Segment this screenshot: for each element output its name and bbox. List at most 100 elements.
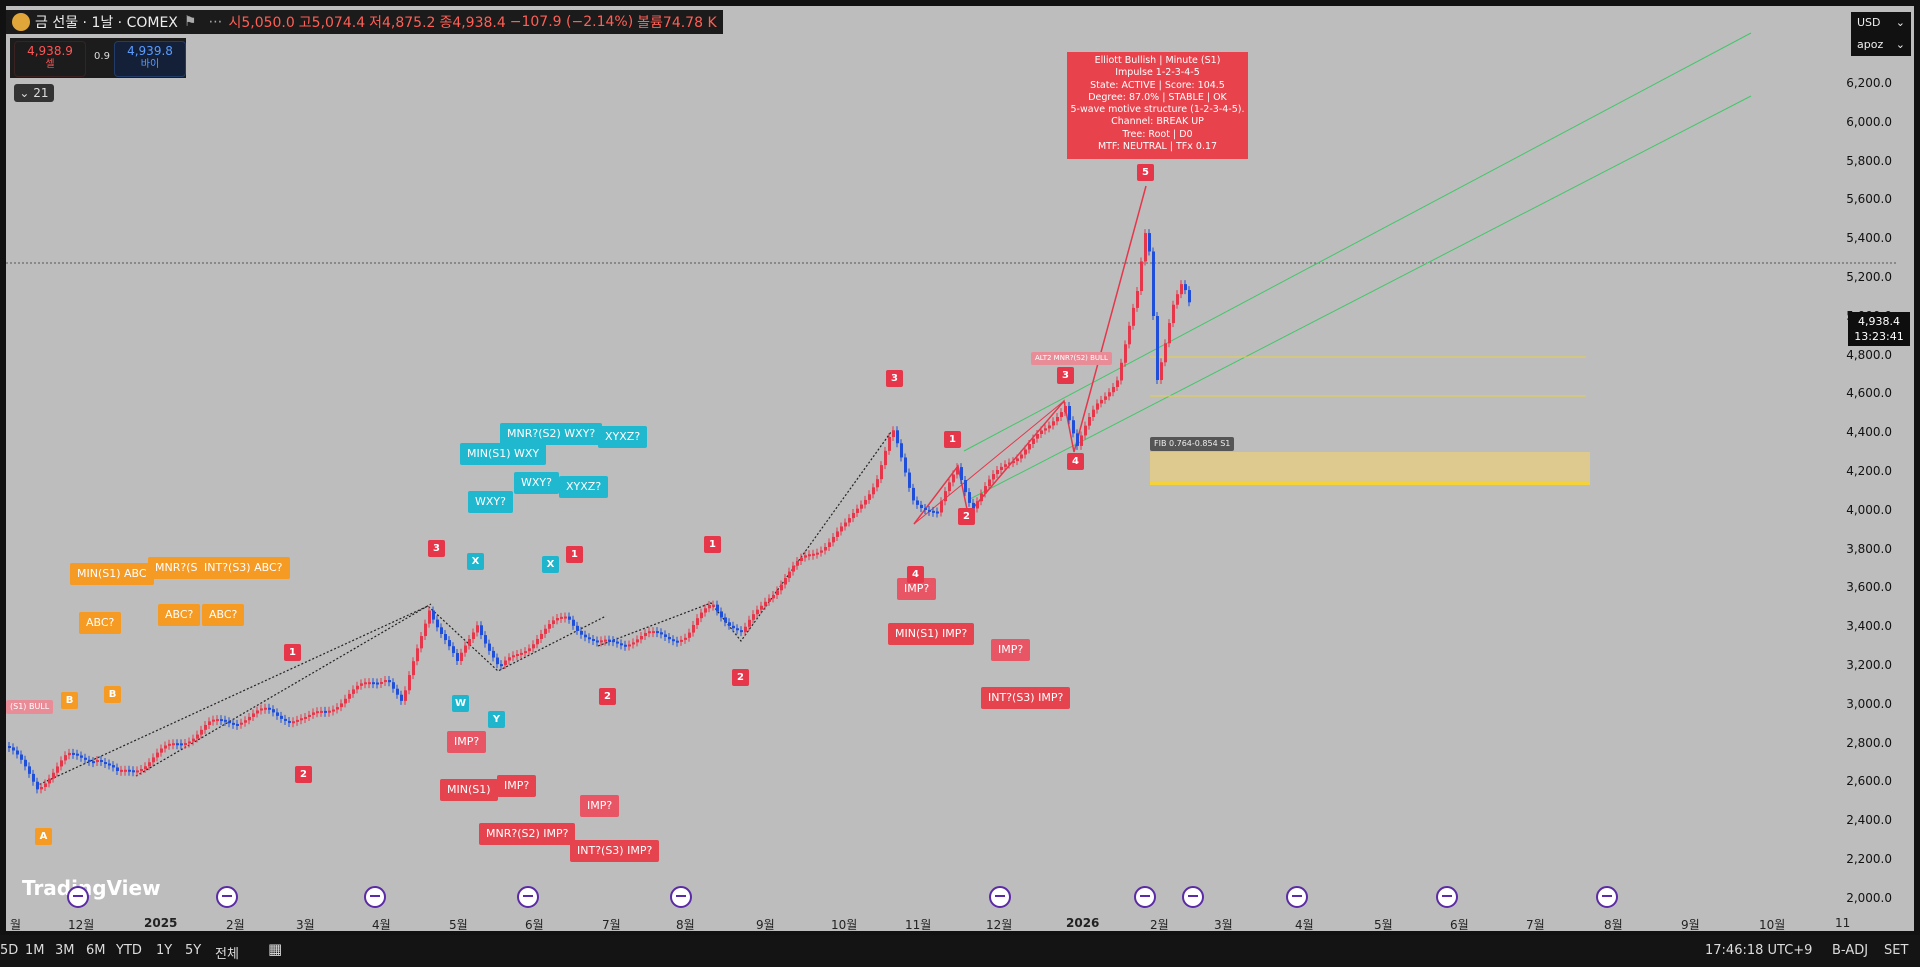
event-icon[interactable] (1286, 886, 1308, 908)
candle-body (500, 664, 503, 667)
settings-toggle[interactable]: SET (1884, 943, 1909, 958)
candle-body (912, 487, 915, 501)
more-icon[interactable]: ⋯ (208, 14, 223, 30)
candle-body (448, 640, 451, 647)
candle-body (824, 547, 827, 551)
candle-body (1060, 412, 1063, 418)
candle-body (320, 710, 323, 713)
candle-body (1184, 284, 1187, 291)
time-tick: 2월 (226, 918, 245, 931)
candle-body (1128, 325, 1131, 345)
range-6m[interactable]: 6M (86, 943, 106, 958)
candle-body (656, 631, 659, 634)
user-value[interactable]: apoz ⌄ (1851, 34, 1911, 56)
currency-value[interactable]: USD ⌄ (1851, 12, 1911, 34)
candle-body (800, 557, 803, 562)
event-icon[interactable] (1596, 886, 1618, 908)
label-int-s3-imp-left: INT?(S3) IMP? (570, 840, 660, 862)
sell-button[interactable]: 4,938.9 셀 (14, 41, 86, 77)
range-1y[interactable]: 1Y (156, 943, 173, 958)
candle-body (348, 693, 351, 699)
event-icon[interactable] (517, 886, 539, 908)
candle-body (408, 675, 411, 691)
b-adj-toggle[interactable]: B-ADJ (1832, 943, 1869, 958)
candle-body (1140, 261, 1143, 292)
candle-body (1036, 433, 1039, 439)
candle-body (964, 480, 967, 493)
event-icon[interactable] (216, 886, 238, 908)
candle-body (68, 752, 71, 756)
flag-icon[interactable]: ⚑ (183, 14, 197, 30)
range-1m[interactable]: 1M (25, 943, 45, 958)
candle-body (260, 708, 263, 711)
event-icon[interactable] (67, 886, 89, 908)
candle-body (600, 640, 603, 643)
range-3m[interactable]: 3M (55, 943, 75, 958)
time-tick: 9월 (1681, 918, 1700, 931)
time-tick: 6월 (1450, 918, 1469, 931)
candle-body (684, 637, 687, 640)
wave-marker-b: B (61, 692, 78, 709)
price-chart[interactable] (6, 6, 1914, 931)
event-icon[interactable] (1134, 886, 1156, 908)
calendar-icon[interactable]: ▦ (268, 940, 283, 958)
candle-body (360, 683, 363, 686)
candle-body (784, 578, 787, 585)
clock-timezone[interactable]: 17:46:18 UTC+9 (1705, 943, 1813, 958)
candle-body (768, 598, 771, 602)
candle-body (900, 443, 903, 458)
event-icon[interactable] (670, 886, 692, 908)
candle-body (400, 694, 403, 701)
range-5d[interactable]: 5D (0, 943, 19, 958)
candle-body (328, 710, 331, 713)
lightning-event-icon[interactable] (1182, 886, 1204, 908)
candle-body (452, 646, 455, 654)
price-tick: 3,000.0 (1846, 696, 1892, 711)
candle-body (296, 719, 299, 722)
wave-marker-y: Y (488, 711, 505, 728)
price-tick: 5,400.0 (1846, 231, 1892, 246)
candle-body (1108, 392, 1111, 397)
price-tick: 4,200.0 (1846, 464, 1892, 478)
candle-body (716, 604, 719, 612)
price-tick: 3,800.0 (1846, 541, 1892, 556)
candle-body (340, 703, 343, 708)
candle-body (568, 616, 571, 620)
symbol-title[interactable]: 금 선물 · 1날 · COMEX (35, 15, 178, 31)
wave-marker-2d: 2 (958, 508, 975, 525)
candle-body (84, 757, 87, 760)
chart-area[interactable]: Elliott Bullish | Minute (S1) Impulse 1-… (6, 6, 1914, 931)
candle-body (1136, 291, 1139, 308)
candle-body (248, 716, 251, 721)
buy-button[interactable]: 4,939.8 바이 (114, 41, 186, 77)
indicator-collapse-button[interactable]: ⌄ 21 (14, 84, 54, 102)
candle-body (760, 605, 763, 610)
candle-body (592, 639, 595, 642)
candle-body (1088, 417, 1091, 426)
range-5y[interactable]: 5Y (185, 943, 202, 958)
currency-selector[interactable]: USD ⌄ apoz ⌄ (1851, 12, 1911, 56)
price-tick: 5,200.0 (1846, 270, 1892, 284)
range-ytd[interactable]: YTD (116, 943, 142, 958)
label-imp-2: IMP? (497, 775, 537, 797)
candle-body (748, 619, 751, 627)
candle-body (948, 482, 951, 492)
candle-body (352, 689, 355, 694)
price-tick: 4,400.0 (1846, 425, 1892, 440)
candle-body (736, 628, 739, 631)
label-int-s3-imp: INT?(S3) IMP? (981, 687, 1071, 709)
candle-body (672, 639, 675, 642)
time-tick: 6월 (525, 918, 544, 931)
tradingview-logo[interactable]: TradingView (22, 876, 161, 900)
wave-marker-w: W (452, 695, 469, 712)
range-all[interactable]: 전체 (215, 947, 239, 962)
event-icon[interactable] (364, 886, 386, 908)
candle-body (544, 628, 547, 634)
event-icon[interactable] (989, 886, 1011, 908)
candle-body (184, 743, 187, 746)
event-icon[interactable] (1436, 886, 1458, 908)
candle-body (876, 479, 879, 488)
candle-body (1156, 316, 1159, 381)
candle-body (264, 707, 267, 710)
